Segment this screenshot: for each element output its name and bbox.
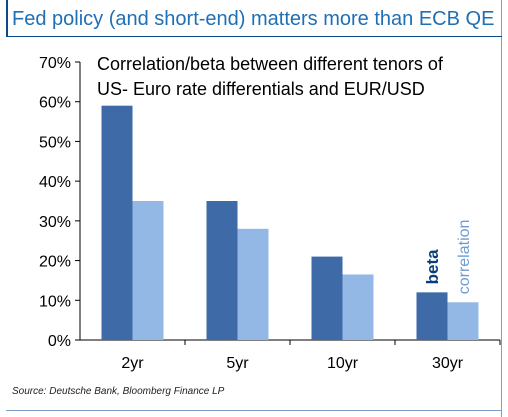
header-accent-bar xyxy=(6,0,8,36)
y-tick-label: 50% xyxy=(39,134,71,151)
header-divider xyxy=(6,36,502,37)
chart-title-line-1: Correlation/beta between different tenor… xyxy=(97,54,444,74)
x-category-label: 30yr xyxy=(432,355,464,372)
bar-correlation-30yr xyxy=(447,302,479,340)
chart-title-line-2: US- Euro rate differentials and EUR/USD xyxy=(97,79,425,99)
source-note: Source: Deutsche Bank, Bloomberg Finance… xyxy=(12,386,225,397)
bar-beta-2yr xyxy=(101,105,133,340)
bar-correlation-10yr xyxy=(342,274,374,340)
y-tick-label: 70% xyxy=(39,55,71,72)
bar-correlation-2yr xyxy=(132,201,164,340)
bar-correlation-5yr xyxy=(237,228,269,340)
chart-labels: 2yr 5yr 10yr 30yr beta correlation xyxy=(121,220,473,372)
bar-beta-10yr xyxy=(311,256,343,340)
legend-label-beta: beta xyxy=(423,249,442,285)
bar-beta-30yr xyxy=(416,292,448,340)
y-tick-label: 30% xyxy=(39,214,71,231)
x-category-label: 2yr xyxy=(121,355,144,372)
y-tick-label: 0% xyxy=(48,333,71,350)
legend-label-correlation: correlation xyxy=(456,220,473,295)
y-tick-label: 60% xyxy=(39,95,71,112)
y-tick-label: 10% xyxy=(39,293,71,310)
x-category-label: 10yr xyxy=(327,355,359,372)
y-tick-label: 20% xyxy=(39,254,71,271)
page-title: Fed policy (and short-end) matters more … xyxy=(12,8,495,30)
chart-bars xyxy=(101,105,479,340)
y-tick-label: 40% xyxy=(39,174,71,191)
chart-axes: 0% 10% 20% 30% 40% 50% 60% 70% xyxy=(39,55,501,350)
frame-bottom-border xyxy=(6,410,502,411)
x-category-label: 5yr xyxy=(226,355,249,372)
bar-beta-5yr xyxy=(206,201,238,340)
frame-right-border xyxy=(501,0,502,417)
